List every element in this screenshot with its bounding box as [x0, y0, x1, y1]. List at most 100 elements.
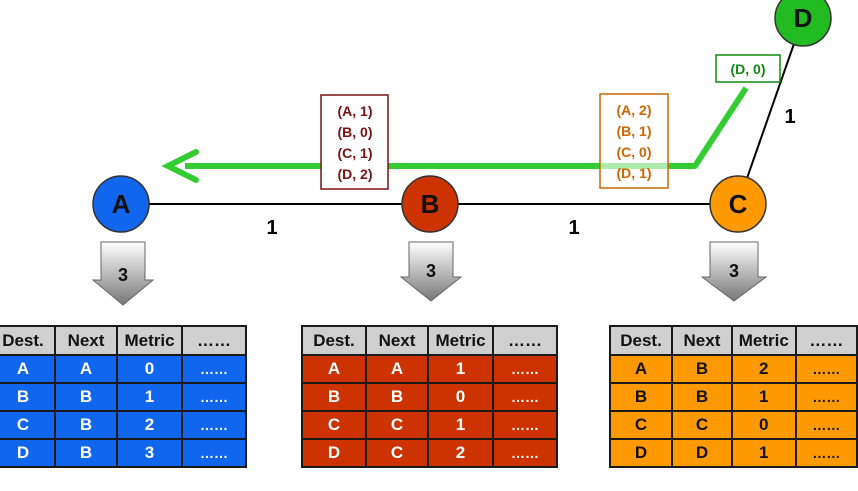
cell-dest: D [0, 438, 56, 468]
cell-more: …… [181, 354, 247, 384]
table-row: B B 0 …… [301, 382, 558, 412]
header-next: Next [671, 325, 733, 356]
header-more: …… [794, 325, 858, 356]
cell-more: …… [181, 410, 247, 440]
cell-more: …… [794, 354, 858, 384]
node-c: C [709, 175, 767, 233]
cell-more: …… [492, 410, 558, 440]
vector-box-from-c: (A, 2) (B, 1) (C, 0) (D, 1) [599, 93, 669, 189]
node-label: B [421, 189, 440, 219]
header-dest: Dest. [301, 325, 367, 356]
vector-entry: (B, 1) [617, 123, 652, 139]
cell-dest: B [0, 382, 56, 412]
cell-dest: D [301, 438, 367, 468]
node-b: B [401, 175, 459, 233]
propagation-arrow-head [161, 149, 199, 183]
link-label-b-c: 1 [568, 217, 579, 239]
cell-metric: 3 [116, 438, 183, 468]
cell-dest: C [301, 410, 367, 440]
step-arrow-b: 3 [399, 241, 463, 302]
cell-dest: B [608, 382, 674, 412]
node-label: D [794, 3, 813, 33]
cell-dest: C [608, 410, 674, 440]
vector-entry: (A, 1) [338, 103, 373, 119]
table-row: D D 1 …… [608, 438, 858, 468]
cell-next: B [54, 438, 118, 468]
cell-next: D [671, 438, 733, 468]
cell-next: C [365, 438, 429, 468]
cell-dest: B [301, 382, 367, 412]
cell-metric: 0 [116, 354, 183, 384]
table-row: A A 0 …… [0, 354, 247, 384]
header-dest: Dest. [0, 325, 56, 356]
cell-next: A [365, 354, 429, 384]
step-arrow-c: 3 [700, 241, 768, 302]
cell-more: …… [794, 382, 858, 412]
cell-next: B [671, 382, 733, 412]
cell-metric: 0 [427, 382, 494, 412]
table-row: C B 2 …… [0, 410, 247, 440]
cell-metric: 0 [730, 410, 797, 440]
routing-table-a: Dest. Next Metric …… A A 0 …… B B 1 …… C… [0, 325, 247, 468]
cell-next: B [365, 382, 429, 412]
vector-box-from-d: (D, 0) [715, 54, 781, 83]
cell-metric: 1 [427, 410, 494, 440]
header-next: Next [365, 325, 429, 356]
node-label: A [112, 189, 131, 219]
cell-more: …… [492, 382, 558, 412]
link-c-d [737, 17, 804, 205]
table-row: D C 2 …… [301, 438, 558, 468]
node-label: C [729, 189, 748, 219]
step-number: 3 [118, 265, 128, 285]
table-row: A B 2 …… [608, 354, 858, 384]
routing-table-c: Dest. Next Metric …… A B 2 …… B B 1 …… C… [608, 325, 858, 468]
link-label-a-b: 1 [266, 217, 277, 239]
table-row: A A 1 …… [301, 354, 558, 384]
header-next: Next [54, 325, 118, 356]
cell-more: …… [181, 438, 247, 468]
cell-metric: 1 [730, 382, 797, 412]
cell-metric: 2 [427, 438, 494, 468]
header-more: …… [492, 325, 558, 356]
cell-next: B [671, 354, 733, 384]
table-header-row: Dest. Next Metric …… [0, 325, 247, 356]
table-row: B B 1 …… [0, 382, 247, 412]
cell-dest: D [608, 438, 674, 468]
header-metric: Metric [116, 325, 183, 356]
vector-entry: (A, 2) [617, 102, 652, 118]
header-metric: Metric [427, 325, 494, 356]
step-arrow-a: 3 [91, 241, 155, 306]
step-number: 3 [426, 261, 436, 281]
cell-dest: C [0, 410, 56, 440]
cell-dest: A [0, 354, 56, 384]
table-header-row: Dest. Next Metric …… [608, 325, 858, 356]
table-header-row: Dest. Next Metric …… [301, 325, 558, 356]
cell-dest: A [301, 354, 367, 384]
cell-metric: 1 [427, 354, 494, 384]
vector-entry: (D, 1) [617, 165, 652, 181]
table-row: D B 3 …… [0, 438, 247, 468]
table-row: C C 1 …… [301, 410, 558, 440]
node-d: D [774, 0, 832, 47]
cell-metric: 1 [116, 382, 183, 412]
cell-more: …… [492, 438, 558, 468]
node-a: A [92, 175, 150, 233]
cell-next: B [54, 382, 118, 412]
cell-more: …… [794, 438, 858, 468]
step-number: 3 [729, 261, 739, 281]
vector-entry: (D, 0) [731, 61, 766, 77]
cell-next: A [54, 354, 118, 384]
cell-next: C [671, 410, 733, 440]
vector-entry: (B, 0) [338, 124, 373, 140]
cell-more: …… [794, 410, 858, 440]
cell-metric: 2 [730, 354, 797, 384]
cell-more: …… [181, 382, 247, 412]
table-row: B B 1 …… [608, 382, 858, 412]
vector-entry: (C, 0) [617, 144, 652, 160]
cell-more: …… [492, 354, 558, 384]
table-row: C C 0 …… [608, 410, 858, 440]
cell-next: C [365, 410, 429, 440]
header-more: …… [181, 325, 247, 356]
vector-entry: (C, 1) [338, 145, 373, 161]
cell-metric: 1 [730, 438, 797, 468]
